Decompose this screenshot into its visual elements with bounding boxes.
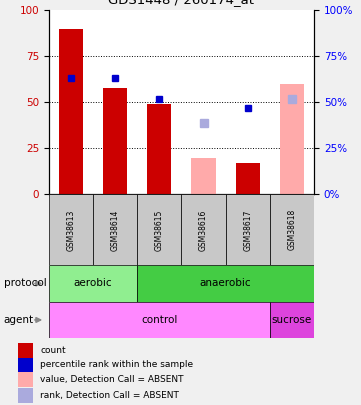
Bar [280,84,304,194]
Text: count: count [40,346,66,355]
Text: GSM38614: GSM38614 [110,209,119,251]
Bar [18,358,33,372]
Text: value, Detection Call = ABSENT: value, Detection Call = ABSENT [40,375,184,384]
Bar [137,265,314,302]
Bar [147,104,171,194]
Text: control: control [141,315,178,325]
Text: GSM38615: GSM38615 [155,209,164,251]
Bar [18,388,33,403]
Text: percentile rank within the sample: percentile rank within the sample [40,360,193,369]
Bar [270,302,314,338]
Text: rank, Detection Call = ABSENT: rank, Detection Call = ABSENT [40,391,179,400]
Title: GDS1448 / 260174_at: GDS1448 / 260174_at [108,0,255,6]
Bar [93,194,137,265]
Text: agent: agent [4,315,34,325]
Bar [18,343,33,358]
Text: GSM38616: GSM38616 [199,209,208,251]
Bar [18,372,33,387]
Bar [137,194,182,265]
Bar [49,265,137,302]
Text: sucrose: sucrose [272,315,312,325]
Bar [236,163,260,194]
Bar [103,87,127,194]
Bar [49,302,270,338]
Bar [191,158,216,194]
Bar [181,194,226,265]
Bar [270,194,314,265]
Text: GSM38613: GSM38613 [66,209,75,251]
Text: aerobic: aerobic [74,279,112,288]
Bar [226,194,270,265]
Text: protocol: protocol [4,279,46,288]
Bar [59,28,83,194]
Bar [49,194,93,265]
Text: GSM38618: GSM38618 [287,209,296,250]
Text: GSM38617: GSM38617 [243,209,252,251]
Text: anaerobic: anaerobic [200,279,252,288]
